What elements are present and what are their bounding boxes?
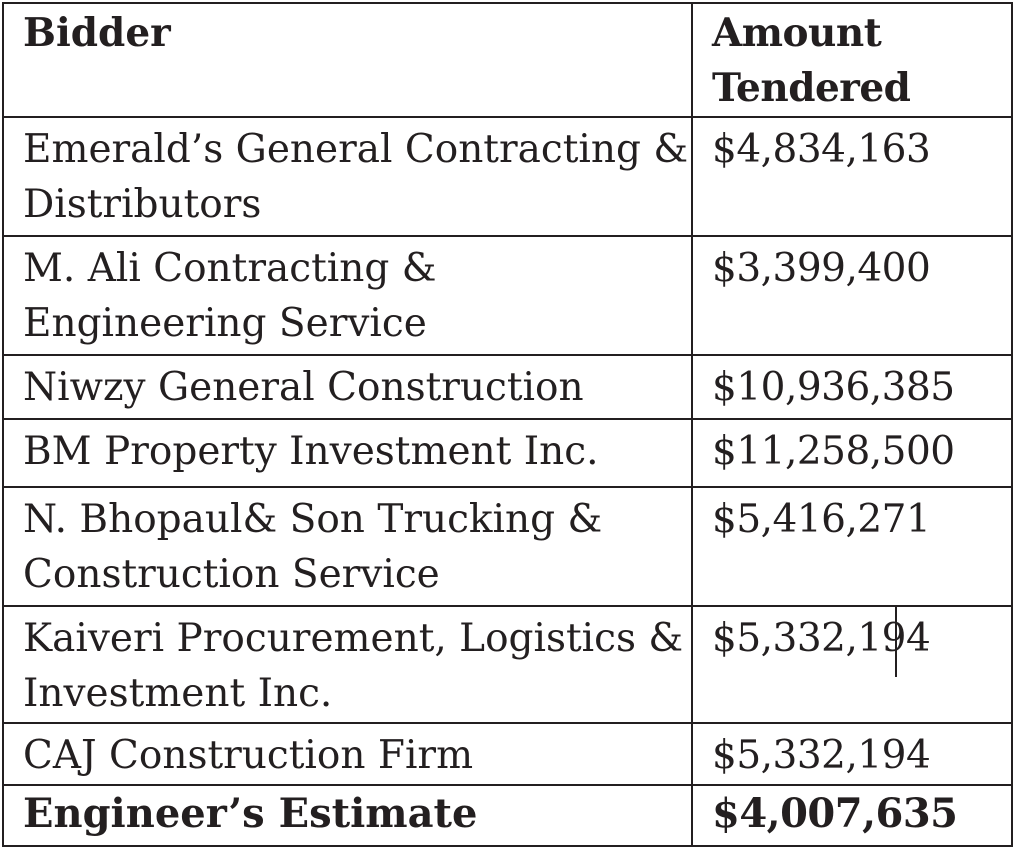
table-row: N. Bhopaul& Son Trucking & Construction … [2,486,1013,607]
amount-tendered: $5,332,194 [712,616,931,661]
bidder-name: BM Property Investment Inc. [2,418,693,488]
engineers-estimate-label: Engineer’s Estimate [2,784,693,847]
bidder-name: Niwzy General Construction [2,354,693,420]
bidder-name: CAJ Construction Firm [2,722,693,786]
amount-tendered: $5,332,194 [691,722,1013,786]
amount-tendered: $10,936,385 [691,354,1013,420]
amount-tendered-cell: $5,332,194 [691,605,1013,724]
header-bidder: Bidder [2,2,693,118]
amount-tendered: $4,834,163 [691,116,1013,237]
table-row: BM Property Investment Inc. $11,258,500 [2,418,1013,488]
amount-wrap: $5,332,194 [712,608,931,677]
header-amount-tendered: Amount Tendered [691,2,1013,118]
amount-tendered: $5,416,271 [691,486,1013,607]
bidder-name: Emerald’s General Contracting & Distribu… [2,116,693,237]
table-total-row: Engineer’s Estimate $4,007,635 [2,784,1013,847]
engineers-estimate-amount: $4,007,635 [691,784,1013,847]
table-row: Emerald’s General Contracting & Distribu… [2,116,1013,237]
amount-tendered: $3,399,400 [691,235,1013,356]
bidder-name: Kaiveri Procurement, Logistics & Investm… [2,605,693,724]
bidder-name: M. Ali Contracting & Engineering Service [2,235,693,356]
amount-tendered: $11,258,500 [691,418,1013,488]
table-row: CAJ Construction Firm $5,332,194 [2,722,1013,786]
table-header-row: Bidder Amount Tendered [2,2,1013,118]
table-row: M. Ali Contracting & Engineering Service… [2,235,1013,356]
text-cursor-mark [895,608,897,677]
table-row: Niwzy General Construction $10,936,385 [2,354,1013,420]
bidder-name: N. Bhopaul& Son Trucking & Construction … [2,486,693,607]
table-row: Kaiveri Procurement, Logistics & Investm… [2,605,1013,724]
